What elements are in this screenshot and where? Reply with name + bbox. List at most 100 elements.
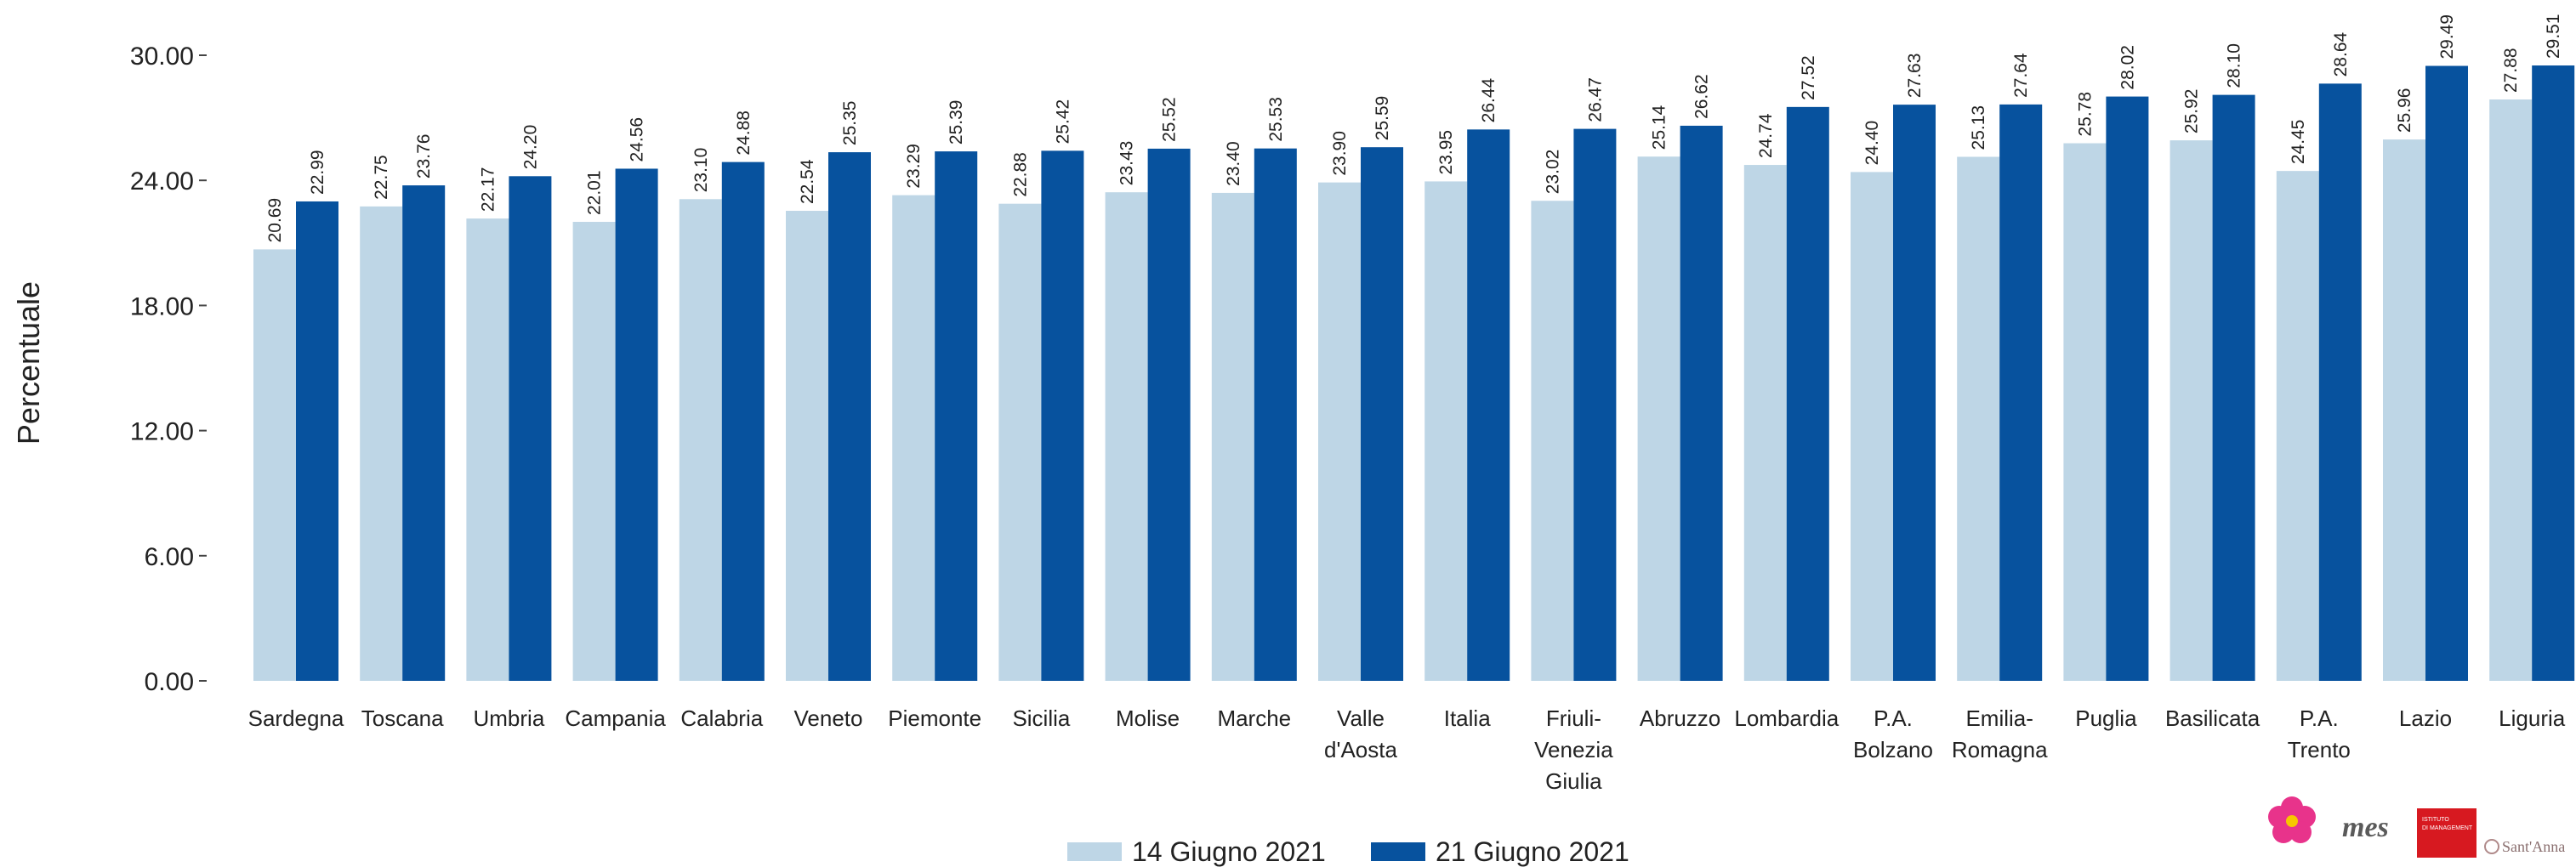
value-label: 25.42 (1053, 99, 1072, 144)
svg-text:Sant'Anna: Sant'Anna (2502, 838, 2565, 855)
value-label: 29.49 (2437, 14, 2457, 60)
value-label: 23.76 (414, 134, 434, 179)
x-tick-label: Toscana (361, 706, 444, 731)
value-label: 23.29 (904, 144, 924, 189)
value-label: 24.45 (2289, 120, 2308, 165)
value-label: 26.47 (1585, 77, 1605, 122)
value-label: 27.88 (2501, 48, 2521, 93)
bar-molise-14-giugno (1105, 192, 1148, 681)
legend: 14 Giugno 2021 21 Giugno 2021 (1067, 836, 1629, 867)
category-labels: Sardegna Toscana Umbria Campania Calabria Ven… (248, 706, 2566, 794)
x-tick-label: Valle d'Aosta (1324, 706, 1397, 762)
bar-puglia-21-giugno (2106, 96, 2149, 682)
bar-puglia-14-giugno (2063, 143, 2107, 682)
bar-lombardia-14-giugno (1743, 165, 1787, 681)
y-tick-label: 18.00 (130, 292, 194, 320)
y-axis: 0.00 6.00 12.00 18.00 24.00 30.00 (130, 42, 207, 696)
y-tick-label: 0.00 (145, 668, 194, 696)
flower-logo-icon (2268, 796, 2316, 843)
logos: mes ISTITUTO DI MANAGEMENT Sant'Anna (2268, 796, 2565, 858)
value-label: 25.96 (2395, 88, 2414, 133)
value-label: 25.13 (1969, 105, 1988, 150)
bar-abruzzo-21-giugno (1680, 125, 1723, 681)
bar-calabria-14-giugno (679, 199, 722, 681)
value-label: 26.44 (1479, 77, 1498, 122)
value-label: 22.88 (1010, 152, 1030, 197)
bar-campania-14-giugno (572, 222, 616, 681)
bar-lazio-14-giugno (2383, 139, 2425, 681)
legend-swatch-14-giugno (1067, 842, 1122, 861)
bar-molise-21-giugno (1147, 148, 1191, 682)
x-tick-label: Basilicata (2165, 706, 2260, 731)
bar-piemonte-14-giugno (892, 195, 935, 682)
bar-liguria-14-giugno (2489, 99, 2533, 681)
value-label: 25.14 (1650, 105, 1669, 150)
x-tick-label: Campania (565, 706, 666, 731)
x-tick-label: Abruzzo (1640, 706, 1720, 731)
value-label: 23.02 (1543, 150, 1562, 195)
bar-veneto-21-giugno (828, 152, 871, 681)
y-tick-label: 24.00 (130, 167, 194, 196)
svg-text:ISTITUTO: ISTITUTO (2422, 817, 2449, 823)
value-label: 25.59 (1373, 96, 1392, 141)
bar-liguria-21-giugno (2532, 65, 2575, 681)
bar-friuli-venezia-giulia-21-giugno (1573, 128, 1617, 681)
legend-label-21-giugno: 21 Giugno 2021 (1436, 836, 1629, 867)
bar-p-a-bolzano-21-giugno (1893, 105, 1936, 682)
bar-calabria-21-giugno (721, 162, 765, 682)
value-label: 29.51 (2544, 14, 2563, 59)
bar-veneto-14-giugno (786, 211, 828, 681)
bar-sardegna-14-giugno (253, 249, 296, 681)
bar-friuli-venezia-giulia-14-giugno (1531, 201, 1574, 681)
bar-marche-21-giugno (1254, 148, 1297, 681)
bar-umbria-14-giugno (466, 218, 509, 681)
bar-abruzzo-14-giugno (1637, 156, 1680, 681)
x-tick-label: Molise (1116, 706, 1180, 731)
value-label: 23.95 (1436, 130, 1456, 175)
santanna-logo: Sant'Anna (2484, 838, 2565, 855)
x-tick-label: Puglia (2075, 706, 2137, 731)
value-label: 26.62 (1692, 74, 1712, 119)
x-tick-label: Sicilia (1012, 706, 1070, 731)
svg-text:mes: mes (2342, 812, 2389, 843)
value-label: 24.56 (628, 117, 647, 162)
bars (253, 65, 2575, 682)
legend-swatch-21-giugno (1371, 842, 1425, 861)
value-label: 22.75 (372, 155, 391, 200)
value-label: 20.69 (265, 198, 285, 243)
value-label: 25.52 (1160, 97, 1180, 142)
value-label: 25.39 (947, 100, 966, 145)
y-tick-label: 6.00 (145, 543, 194, 571)
value-label: 25.35 (840, 101, 860, 146)
value-label: 28.64 (2331, 31, 2351, 76)
value-label: 24.88 (734, 110, 753, 156)
x-tick-label: Umbria (474, 706, 545, 731)
bar-umbria-21-giugno (509, 176, 552, 681)
bar-marche-14-giugno (1211, 192, 1254, 682)
x-tick-label: Italia (1444, 706, 1491, 731)
value-label: 27.63 (1905, 54, 1925, 99)
bar-p-a-bolzano-14-giugno (1851, 172, 1893, 682)
value-label: 23.43 (1117, 141, 1137, 186)
value-label: 27.52 (1799, 55, 1818, 100)
value-label: 28.10 (2225, 43, 2244, 88)
bar-emilia-romagna-21-giugno (1999, 104, 2043, 681)
value-label: 22.54 (798, 159, 817, 204)
bar-sardegna-21-giugno (296, 201, 338, 682)
bar-sicilia-14-giugno (998, 203, 1042, 681)
value-label: 23.40 (1224, 141, 1243, 186)
bar-italia-14-giugno (1424, 181, 1468, 682)
x-tick-label: Emilia-Romagna (1952, 706, 2048, 762)
value-label: 23.90 (1330, 131, 1350, 176)
bar-valle-d-aosta-21-giugno (1361, 147, 1403, 681)
bar-emilia-romagna-14-giugno (1957, 156, 2000, 681)
value-label: 22.99 (308, 150, 327, 195)
y-axis-title: Percentuale (11, 281, 46, 445)
value-label: 25.78 (2075, 92, 2095, 137)
legend-label-14-giugno: 14 Giugno 2021 (1132, 836, 1326, 867)
istituto-management-logo: ISTITUTO DI MANAGEMENT (2417, 808, 2476, 858)
x-tick-label: Piemonte (888, 706, 981, 731)
y-tick-label: 12.00 (130, 418, 194, 446)
bar-campania-21-giugno (615, 168, 658, 682)
